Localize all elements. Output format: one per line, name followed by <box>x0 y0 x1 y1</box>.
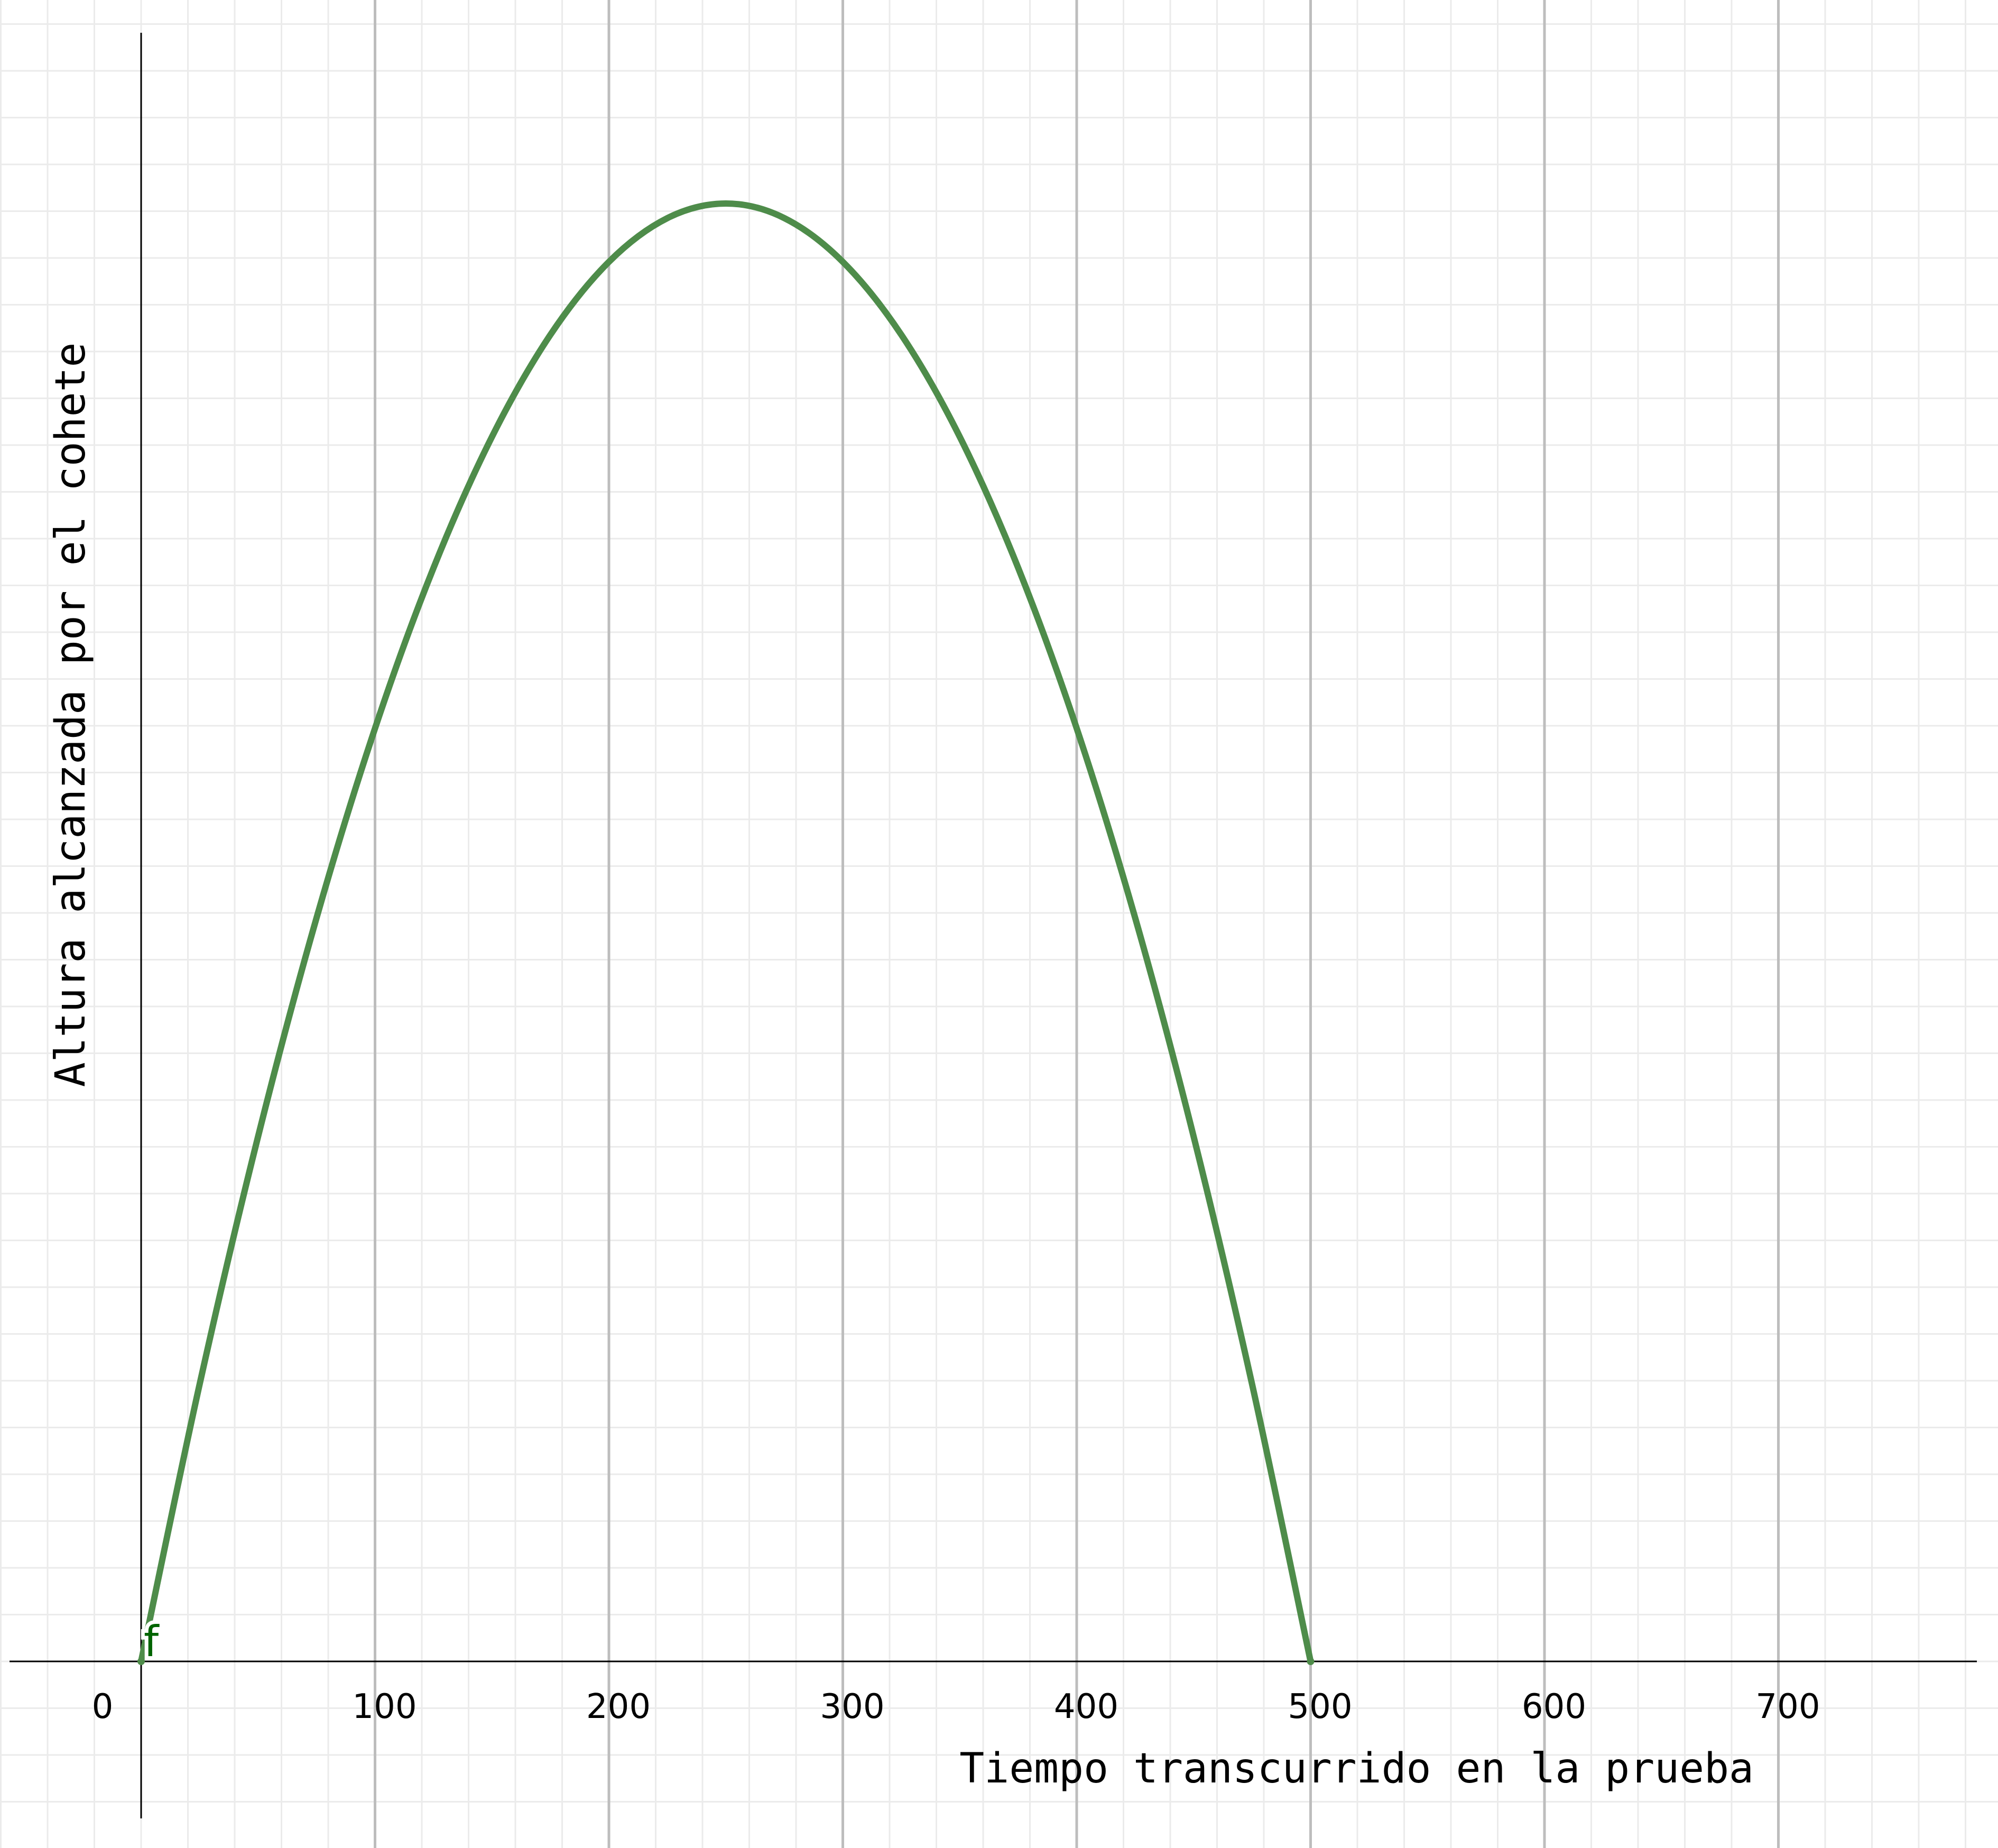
x-tick-label: 500 <box>1288 1687 1352 1726</box>
curve-endpoint-end <box>1307 1658 1315 1665</box>
x-tick-label: 400 <box>1054 1687 1118 1726</box>
x-tick-label: 600 <box>1522 1687 1586 1726</box>
x-tick-label: 100 <box>352 1687 417 1726</box>
series-line-f <box>138 200 1314 1665</box>
curve-endpoint-start <box>137 1658 145 1665</box>
x-tick-label: 200 <box>586 1687 651 1726</box>
series-label-f: f <box>144 1617 160 1666</box>
x-tick-label: 700 <box>1755 1687 1820 1726</box>
y-axis-title: Altura alcanzada por el cohete <box>47 343 95 1087</box>
x-tick-label: 0 <box>92 1687 114 1726</box>
major-gridlines <box>374 0 1780 1848</box>
x-tick-label: 300 <box>820 1687 884 1726</box>
x-axis-title: Tiempo transcurrido en la prueba <box>959 1745 1754 1792</box>
x-tick-labels: 0 100 200 300 400 500 600 700 <box>92 1687 1820 1726</box>
